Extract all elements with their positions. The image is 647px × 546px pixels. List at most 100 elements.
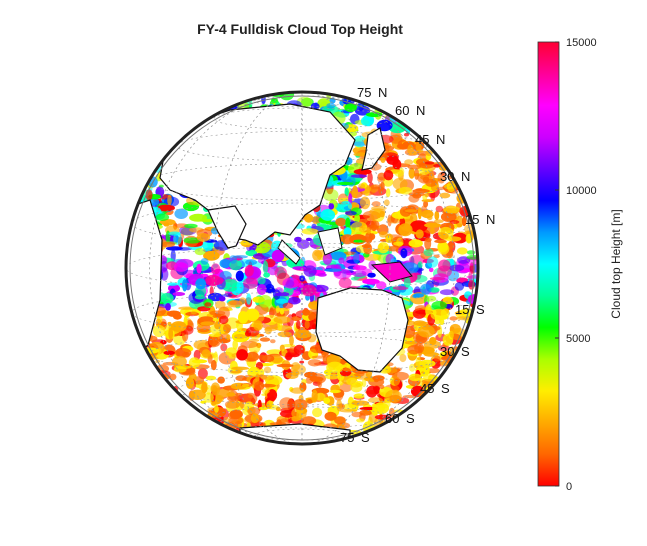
- cloud-pixel: [424, 222, 442, 228]
- cloud-pixel: [167, 321, 172, 326]
- cloud-pixel: [439, 192, 451, 199]
- cloud-pixel: [196, 263, 202, 274]
- cloud-pixel: [203, 250, 220, 261]
- cloud-pixel: [235, 375, 247, 382]
- cloud-pixel: [173, 313, 182, 320]
- cloud-pixel: [195, 278, 207, 290]
- cloud-pixel: [387, 214, 392, 227]
- cloud-pixel: [264, 327, 278, 332]
- cloud-pixel: [174, 208, 188, 219]
- cloud-pixel: [169, 373, 177, 381]
- cloud-pixel: [246, 293, 252, 305]
- cloud-pixel: [203, 392, 214, 403]
- cloud-pixel: [353, 135, 367, 148]
- cloud-pixel: [337, 181, 354, 186]
- cloud-pixel: [398, 223, 413, 237]
- cloud-pixel: [220, 343, 228, 352]
- australia-landmass: [315, 287, 409, 373]
- cloud-pixel: [367, 272, 376, 278]
- cloud-pixel: [334, 416, 346, 425]
- cloud-pixel: [423, 340, 441, 349]
- cloud-pixel: [304, 320, 310, 329]
- cloud-pixel: [359, 409, 372, 416]
- cloud-pixel: [289, 335, 294, 346]
- india-landmass: [207, 205, 247, 249]
- latitude-hemisphere: S: [476, 302, 485, 317]
- cloud-pixel: [338, 277, 352, 289]
- cloud-pixel: [262, 354, 275, 363]
- cloud-pixel: [168, 231, 181, 236]
- cloud-pixel: [275, 305, 280, 314]
- parallel-line: [213, 107, 391, 130]
- cloud-pixel: [346, 176, 356, 187]
- cloud-pixel: [165, 246, 183, 251]
- cloud-pixel: [262, 388, 270, 394]
- land-layer: [126, 103, 413, 444]
- cloud-pixel: [428, 267, 434, 273]
- cloud-pixel: [258, 295, 272, 308]
- cloud-pixel: [217, 376, 225, 384]
- cloud-pixel: [208, 333, 221, 338]
- cloud-pixel: [443, 205, 461, 214]
- cloud-pixel: [352, 185, 358, 199]
- cloud-pixel: [456, 247, 468, 255]
- colorbar: 0 5000 10000 15000 Cloud top Height [m]: [537, 37, 623, 493]
- cloud-pixel: [303, 265, 317, 277]
- cloud-pixel: [366, 385, 378, 398]
- cloud-pixel: [434, 355, 441, 362]
- meridian-line: [301, 92, 303, 444]
- cloud-pixel: [419, 359, 436, 368]
- meridian-line: [149, 92, 455, 444]
- cloud-pixel: [194, 294, 206, 300]
- cloud-pixel: [339, 409, 358, 413]
- cloud-pixel: [362, 278, 380, 285]
- cloud-pixel: [183, 237, 201, 244]
- cloud-pixel: [200, 258, 209, 265]
- cloud-pixel: [214, 405, 219, 413]
- cloud-pixel: [185, 377, 195, 389]
- earth-disk: [126, 92, 478, 444]
- cloud-pixel: [436, 186, 446, 191]
- cloud-pixel: [417, 261, 423, 269]
- cloud-pixel: [201, 382, 208, 394]
- cloud-pixel: [226, 392, 236, 397]
- latitude-value: 45: [415, 132, 429, 147]
- cloud-pixel: [360, 115, 374, 127]
- cloud-pixel: [292, 266, 307, 270]
- cloud-pixel: [165, 303, 171, 311]
- cloud-pixel: [385, 188, 391, 198]
- parallel-line: [177, 374, 427, 406]
- cloud-pixel: [353, 252, 360, 264]
- cloud-pixel: [244, 330, 252, 337]
- cloud-pixel: [231, 366, 250, 371]
- cloud-pixel: [257, 277, 266, 285]
- cloud-pixel: [228, 416, 244, 425]
- cloud-pixel: [383, 199, 390, 206]
- cloud-pixel: [238, 311, 249, 324]
- latitude-hemisphere: N: [486, 212, 495, 227]
- cloud-pixel: [468, 271, 473, 283]
- cloud-pixel: [311, 355, 326, 359]
- cloud-pixel: [350, 221, 368, 233]
- cloud-pixel: [430, 308, 448, 321]
- cloud-pixel: [236, 349, 249, 361]
- cloud-pixel: [307, 359, 322, 367]
- japan-landmass: [361, 127, 386, 171]
- cloud-pixel: [425, 178, 437, 187]
- cloud-pixel: [429, 287, 440, 293]
- cloud-pixel: [438, 259, 451, 272]
- cloud-pixel: [350, 174, 368, 178]
- parallel-line: [256, 95, 348, 108]
- cloud-pixel: [404, 209, 418, 213]
- cloud-pixel: [275, 292, 290, 297]
- cloud-pixel: [439, 289, 455, 296]
- cloud-pixel: [421, 210, 434, 219]
- cloud-pixel: [372, 402, 390, 414]
- cloud-pixel: [385, 235, 392, 243]
- cloud-pixel: [227, 300, 243, 308]
- cloud-pixel: [369, 233, 376, 241]
- cloud-pixel: [354, 213, 360, 224]
- cloud-pixel: [407, 164, 422, 170]
- cloud-pixel: [256, 284, 267, 295]
- cloud-pixel: [379, 231, 388, 238]
